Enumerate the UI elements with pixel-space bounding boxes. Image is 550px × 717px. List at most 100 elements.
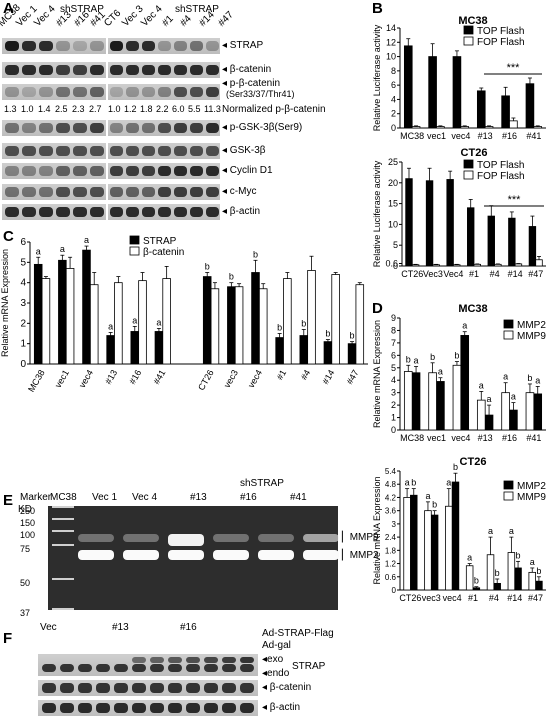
band [168, 657, 182, 663]
band [206, 65, 219, 75]
band [240, 664, 254, 672]
lane-label: #4 [178, 13, 194, 29]
band [126, 41, 139, 51]
blot-strip [38, 654, 258, 676]
blot-strip-left [2, 38, 106, 54]
x-tick-label: Vec4 [443, 269, 463, 279]
x-tick-label: #4 [299, 368, 313, 382]
legend-swatch [503, 330, 514, 340]
significance-letter: b [406, 354, 411, 364]
band [150, 683, 164, 693]
band [158, 87, 171, 97]
x-tick-label: vec4 [451, 433, 470, 443]
significance-letter: b [453, 462, 458, 472]
band [73, 65, 87, 75]
band [190, 123, 203, 133]
bar [403, 497, 411, 591]
group-label: #13 [112, 622, 129, 633]
x-tick-label: vec1 [427, 433, 446, 443]
bar [472, 587, 481, 591]
band [22, 166, 36, 176]
y-tick-label: 4.8 [385, 480, 397, 489]
y-tick-label: 10 [386, 52, 396, 62]
y-tick-label: 4 [391, 94, 396, 104]
band [22, 41, 36, 51]
band [114, 664, 128, 672]
y-tick-label: 6 [391, 350, 396, 360]
band [168, 703, 182, 713]
mmp9-band [168, 534, 204, 546]
bar [535, 580, 543, 591]
legend-label: TOP Flash [477, 160, 524, 171]
band [5, 87, 19, 97]
x-tick-label: CT26 [399, 593, 421, 603]
chart-b-ct26: 00.6 5 10 15 20 25 Relative Luciferase activit… [372, 147, 546, 279]
bar [432, 264, 440, 267]
bar [411, 126, 421, 129]
band [204, 703, 218, 713]
bar [424, 510, 432, 591]
mmp2-band [168, 550, 204, 560]
norm-value: 11.3 [204, 104, 221, 114]
y-tick-label: 0 [391, 123, 396, 133]
y-tick-label: 7 [391, 338, 396, 348]
blot-label: ◂ β-actin [262, 702, 301, 713]
band [22, 65, 36, 75]
band [240, 657, 254, 663]
mmp2-band [78, 550, 114, 560]
bar [508, 217, 516, 267]
x-tick-label: #1 [468, 593, 478, 603]
band [142, 41, 155, 51]
band [56, 65, 70, 75]
bar [138, 280, 147, 365]
band [206, 123, 219, 133]
band [22, 207, 36, 217]
significance-letter: b [350, 331, 355, 341]
bar [509, 409, 518, 431]
band [174, 146, 187, 156]
legend-label: TOP Flash [477, 26, 524, 37]
band [204, 664, 218, 672]
band [56, 123, 70, 133]
significance-letter: a [84, 235, 89, 245]
x-tick-label: #13 [103, 368, 119, 386]
band [206, 87, 219, 97]
bar [251, 272, 260, 365]
band [150, 664, 164, 672]
legend-label: FOP Flash [477, 171, 525, 182]
mmp9-band [213, 534, 249, 542]
x-tick-label: #13 [478, 433, 493, 443]
bar [446, 179, 454, 267]
bar [428, 372, 437, 431]
band [142, 166, 155, 176]
y-tick-label: 6 [20, 237, 26, 248]
bar [460, 335, 470, 431]
x-tick-label: #41 [526, 131, 541, 141]
significance-letter: b [495, 568, 500, 578]
band [56, 41, 70, 51]
norm-value: 1.8 [140, 104, 153, 114]
norm-value: 1.4 [38, 104, 51, 114]
band [39, 166, 53, 176]
band [5, 65, 19, 75]
y-tick-label: 1 [391, 413, 396, 423]
bar [299, 335, 309, 365]
bar [227, 286, 236, 365]
bar [162, 278, 171, 365]
x-tick-label: vec4 [451, 131, 470, 141]
blot-label: ◂ c-Myc [222, 186, 257, 197]
panel-f-blot: Vec #13 #16 Ad-STRAP-Flag Ad-gal ◂exo STRAP ◂en… [0, 620, 372, 717]
legend-label: STRAP [143, 236, 177, 247]
panel-letter-b: B [372, 0, 383, 17]
panel-e-zymogram: Marker MC38 Vec 1 Vec 4 #13 #16 #41 shSTRAP KD 25… [0, 478, 379, 618]
legend-label: MMP2 [517, 320, 546, 331]
x-tick-label: vec4 [77, 368, 95, 389]
significance-letter: b [516, 550, 521, 560]
bar [451, 481, 460, 591]
blot-strip-left [2, 184, 106, 200]
band [42, 664, 56, 672]
blot-strip-left [2, 143, 106, 159]
marker-band [52, 544, 74, 546]
band [60, 664, 74, 672]
x-tick-label: MC38 [400, 131, 424, 141]
